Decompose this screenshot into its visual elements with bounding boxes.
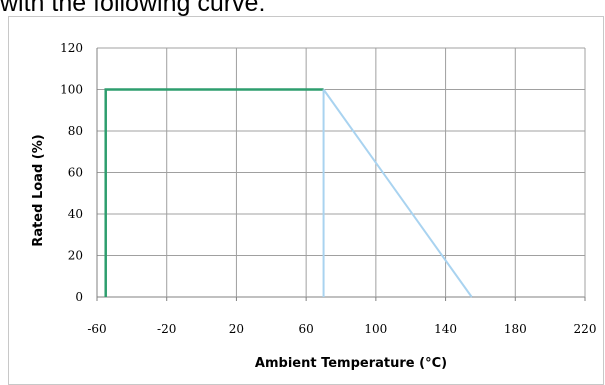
x-tick-label: 100 — [364, 322, 387, 336]
caption-text: with the following curve: — [0, 0, 266, 17]
x-axis-title: Ambient Temperature (°C) — [255, 356, 447, 371]
x-tick-label: 20 — [229, 322, 244, 336]
x-tick-labels: -60 -20 20 60 100 140 180 220 — [87, 322, 596, 336]
y-axis-title: Rated Load (%) — [31, 134, 46, 246]
x-tick-label: 220 — [574, 322, 597, 336]
y-tick-label: 80 — [68, 124, 83, 138]
grid-lines — [96, 47, 586, 301]
y-tick-label: 60 — [68, 166, 83, 180]
x-tick-label: 140 — [434, 322, 457, 336]
y-tick-label: 120 — [60, 41, 83, 55]
y-tick-label: 100 — [60, 83, 83, 97]
y-tick-labels: 0 20 40 60 80 100 120 — [60, 41, 83, 304]
x-tick-label: -20 — [157, 322, 176, 336]
series-line-2 — [322, 88, 473, 298]
x-tick-label: 180 — [504, 322, 527, 336]
y-tick-label: 20 — [68, 249, 83, 263]
x-tick-label: -60 — [87, 322, 106, 336]
y-tick-label: 40 — [68, 207, 83, 221]
series-layer — [104, 88, 473, 298]
series-line-0 — [104, 88, 324, 297]
x-tick-label: 60 — [299, 322, 314, 336]
y-tick-label: 0 — [75, 290, 83, 304]
